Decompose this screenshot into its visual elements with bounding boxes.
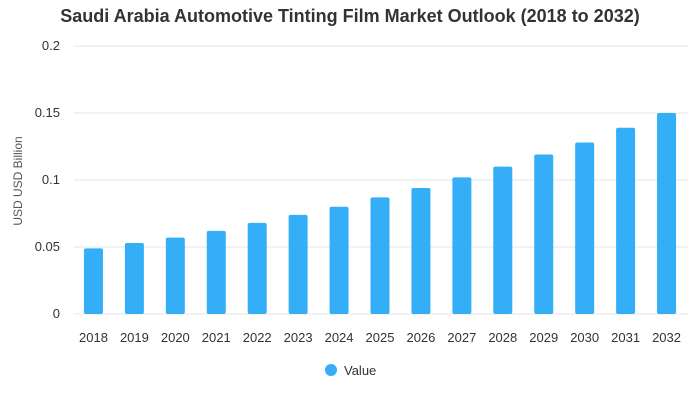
- bar-series: [83, 113, 677, 315]
- bar-2019[interactable]: [124, 242, 144, 314]
- x-tick-label: 2028: [488, 330, 517, 345]
- bar-2020[interactable]: [165, 237, 185, 314]
- x-axis-ticks: 2018 2019 2020 2021 2022 2023 2024 2025 2026 2027…: [79, 330, 681, 345]
- y-tick-label: 0.05: [35, 239, 60, 254]
- x-tick-label: 2029: [529, 330, 558, 345]
- bar-2030[interactable]: [575, 142, 595, 314]
- bar-2027[interactable]: [452, 177, 472, 314]
- x-tick-label: 2022: [243, 330, 272, 345]
- x-tick-label: 2018: [79, 330, 108, 345]
- bar-2026[interactable]: [411, 188, 431, 314]
- x-tick-label: 2023: [284, 330, 313, 345]
- x-tick-label: 2031: [611, 330, 640, 345]
- y-axis-ticks: 0 0.05 0.1 0.15 0.2: [35, 38, 60, 321]
- x-tick-label: 2032: [652, 330, 681, 345]
- y-tick-label: 0.1: [42, 172, 60, 187]
- y-tick-label: 0: [53, 306, 60, 321]
- bar-2023[interactable]: [288, 214, 308, 314]
- x-tick-label: 2027: [447, 330, 476, 345]
- bar-2024[interactable]: [329, 206, 349, 314]
- legend-label: Value: [344, 363, 376, 378]
- bar-2028[interactable]: [493, 166, 513, 314]
- legend-swatch: [325, 364, 337, 376]
- y-tick-label: 0.2: [42, 38, 60, 53]
- bar-2032[interactable]: [657, 113, 677, 314]
- x-tick-label: 2030: [570, 330, 599, 345]
- chart-title: Saudi Arabia Automotive Tinting Film Mar…: [60, 6, 640, 26]
- x-tick-label: 2019: [120, 330, 149, 345]
- bar-2031[interactable]: [616, 127, 636, 315]
- bar-2022[interactable]: [247, 222, 267, 314]
- x-tick-label: 2026: [406, 330, 435, 345]
- bar-2021[interactable]: [206, 230, 226, 314]
- bar-2029[interactable]: [534, 154, 554, 314]
- x-tick-label: 2021: [202, 330, 231, 345]
- y-tick-label: 0.15: [35, 105, 60, 120]
- x-tick-label: 2024: [325, 330, 354, 345]
- x-tick-label: 2025: [366, 330, 395, 345]
- y-axis-label: USD USD Billion: [11, 136, 25, 225]
- bar-2025[interactable]: [370, 197, 390, 314]
- x-tick-label: 2020: [161, 330, 190, 345]
- legend[interactable]: Value: [325, 363, 376, 378]
- bar-2018[interactable]: [83, 248, 103, 314]
